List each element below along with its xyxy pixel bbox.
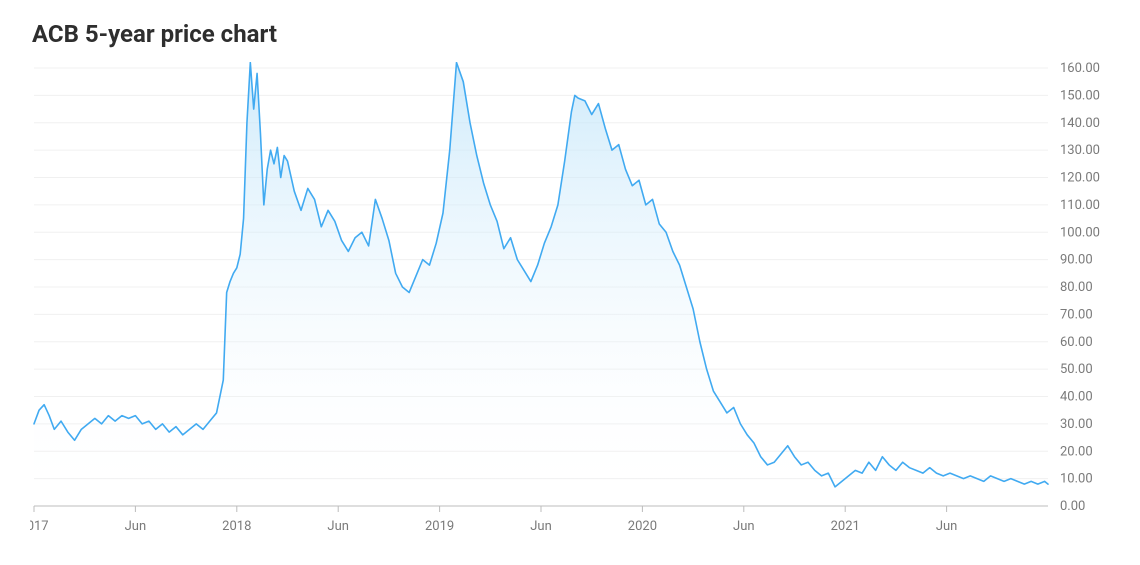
y-axis-label: 20.00 <box>1060 444 1093 459</box>
x-axis-label: 2019 <box>425 519 454 534</box>
y-axis-label: 0.00 <box>1060 499 1085 514</box>
y-axis-label: 110.00 <box>1060 198 1100 213</box>
area-fill <box>34 63 1048 506</box>
x-axis-label: 2017 <box>30 519 49 534</box>
y-axis-label: 150.00 <box>1060 88 1100 103</box>
y-axis-label: 90.00 <box>1060 253 1093 268</box>
y-axis-label: 160.00 <box>1060 62 1100 76</box>
x-axis-label: 2018 <box>222 519 251 534</box>
x-axis-label: Jun <box>125 519 147 534</box>
x-axis-label: 2020 <box>628 519 657 534</box>
x-axis-label: Jun <box>936 519 958 534</box>
x-axis-label: Jun <box>733 519 755 534</box>
price-chart-svg: 0.00 10.00 20.00 30.00 40.00 50.00 60.00 70.00 8… <box>30 62 1110 542</box>
chart-title: ACB 5-year price chart <box>32 20 1140 48</box>
y-axis-label: 140.00 <box>1060 116 1100 131</box>
y-axis-label: 130.00 <box>1060 143 1100 158</box>
y-axis-label: 30.00 <box>1060 417 1093 432</box>
y-axis-label: 80.00 <box>1060 280 1093 295</box>
x-axis-label: Jun <box>530 519 552 534</box>
y-axis-label: 100.00 <box>1060 225 1100 240</box>
x-axis-label: Jun <box>327 519 349 534</box>
y-axis-label: 40.00 <box>1060 390 1093 405</box>
y-axis-label: 70.00 <box>1060 307 1093 322</box>
y-axis-label: 120.00 <box>1060 171 1100 186</box>
y-axis-label: 60.00 <box>1060 335 1093 350</box>
y-axis-label: 50.00 <box>1060 362 1093 377</box>
chart-plot-area: 0.00 10.00 20.00 30.00 40.00 50.00 60.00 70.00 8… <box>30 62 1110 542</box>
y-axis-label: 10.00 <box>1060 472 1093 487</box>
chart-container: ACB 5-year price chart 0.00 10.00 20.00 30.… <box>0 0 1140 565</box>
x-axis-label: 2021 <box>831 519 860 534</box>
